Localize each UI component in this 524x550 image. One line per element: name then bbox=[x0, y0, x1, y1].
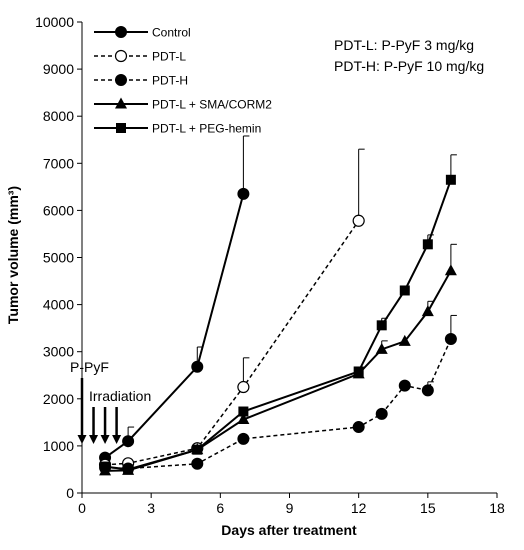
y-axis-title: Tumor volume (mm³) bbox=[5, 186, 21, 324]
series-2-point bbox=[398, 379, 411, 392]
series-4-point bbox=[238, 406, 249, 417]
x-tick-label: 12 bbox=[351, 500, 367, 516]
legend-marker-3 bbox=[115, 97, 127, 109]
legend-label-1: PDT-L bbox=[152, 50, 186, 64]
series-4-point bbox=[100, 461, 111, 472]
series-1-point bbox=[352, 214, 365, 227]
ppyf-label: P-PyF bbox=[70, 359, 109, 375]
tick-labels: 0 1000 2000 3000 4000 5000 6000 7000 8000 9000 100… bbox=[35, 14, 505, 516]
legend-marker-1 bbox=[114, 49, 128, 63]
y-tick-label: 8000 bbox=[43, 108, 74, 124]
series-4-point bbox=[192, 444, 203, 455]
series-2-point bbox=[444, 332, 457, 345]
irradiation-arrow-0-head bbox=[89, 435, 99, 444]
legend-marker-2 bbox=[115, 74, 127, 86]
y-tick-label: 4000 bbox=[43, 297, 74, 313]
legend-label-4: PDT-L + PEG-hemin bbox=[152, 122, 261, 136]
x-axis-title: Days after treatment bbox=[221, 522, 357, 538]
dose-note-line-2: PDT-H: P-PyF 10 mg/kg bbox=[334, 58, 484, 74]
y-tick-label: 5000 bbox=[43, 250, 74, 266]
irradiation-arrow-1-head bbox=[100, 435, 110, 444]
irradiation-label: Irradiation bbox=[89, 388, 151, 404]
legend-label-2: PDT-H bbox=[152, 74, 188, 88]
legend-marker-4 bbox=[116, 123, 126, 133]
y-tick-label: 1000 bbox=[43, 438, 74, 454]
series-4-point bbox=[123, 464, 134, 475]
series-2-line bbox=[105, 338, 452, 470]
dose-arrows bbox=[77, 378, 122, 444]
y-tick-label: 0 bbox=[66, 485, 74, 501]
x-tick-label: 15 bbox=[420, 500, 436, 516]
y-tick-label: 7000 bbox=[43, 155, 74, 171]
series-2-point bbox=[375, 407, 388, 420]
series-2-point bbox=[237, 432, 250, 445]
y-tick-label: 10000 bbox=[35, 14, 74, 30]
series-0-point bbox=[191, 360, 204, 373]
series-0-point bbox=[122, 435, 135, 448]
series-4-point bbox=[376, 320, 387, 331]
legend-label-0: Control bbox=[152, 26, 191, 40]
x-tick-label: 6 bbox=[216, 500, 224, 516]
series-2-point bbox=[352, 421, 365, 434]
legend-label-3: PDT-L + SMA/CORM2 bbox=[152, 98, 272, 112]
y-tick-label: 2000 bbox=[43, 391, 74, 407]
dose-note-line-1: PDT-L: P-PyF 3 mg/kg bbox=[334, 37, 474, 53]
series-2-point bbox=[421, 384, 434, 397]
series-lines bbox=[104, 179, 452, 472]
ppyf-arrow-head bbox=[77, 435, 87, 444]
x-tick-label: 0 bbox=[78, 500, 86, 516]
series-4-point bbox=[353, 366, 364, 377]
series-4-line bbox=[104, 179, 452, 471]
axes bbox=[77, 21, 498, 498]
legend-marker-0 bbox=[115, 26, 127, 38]
series-3-point bbox=[375, 342, 388, 354]
series-0-line bbox=[104, 193, 245, 459]
x-tick-label: 18 bbox=[489, 500, 505, 516]
irradiation-arrow-2-head bbox=[112, 435, 122, 444]
series-4-point bbox=[445, 174, 456, 185]
series-3-point bbox=[237, 413, 250, 425]
series-1-point bbox=[237, 380, 250, 394]
series-markers bbox=[98, 174, 457, 476]
y-tick-label: 3000 bbox=[43, 344, 74, 360]
series-4-point bbox=[399, 285, 410, 296]
legend: Control PDT-L PDT-H PDT-L + SMA/CORM2 PDT-L … bbox=[94, 26, 272, 136]
series-3-point bbox=[421, 305, 434, 317]
x-tick-label: 9 bbox=[286, 500, 294, 516]
series-2-point bbox=[191, 457, 204, 470]
x-tick-label: 3 bbox=[147, 500, 155, 516]
series-0-point bbox=[237, 187, 250, 200]
y-tick-label: 6000 bbox=[43, 202, 74, 218]
series-3-point bbox=[444, 264, 457, 276]
y-tick-label: 9000 bbox=[43, 61, 74, 77]
series-3-point bbox=[398, 334, 411, 346]
series-4-point bbox=[422, 239, 433, 250]
